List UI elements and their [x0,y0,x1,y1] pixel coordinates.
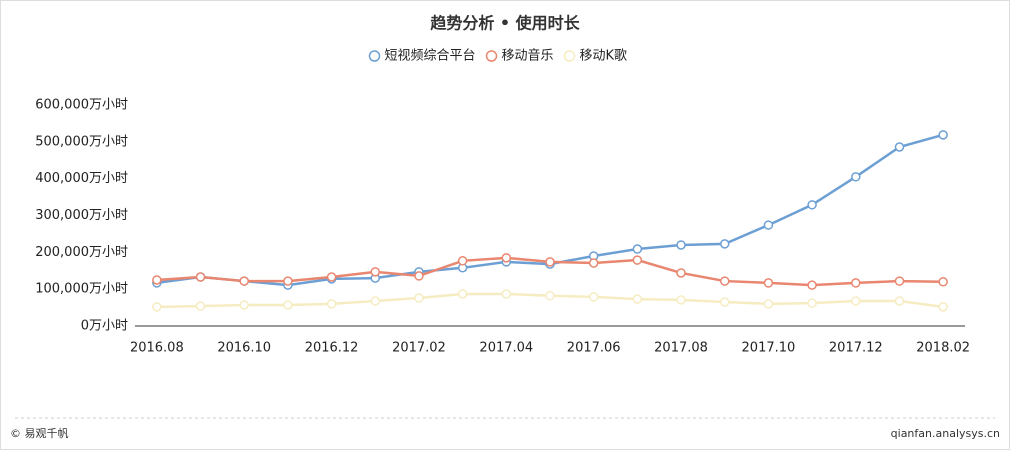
x-tick-label: 2017.02 [392,341,446,356]
data-point [894,296,905,306]
data-point [807,280,817,290]
legend-marker[interactable] [368,50,381,62]
data-point [588,258,599,268]
data-point [851,172,861,182]
data-point [851,296,861,306]
x-tick-label: 2016.12 [305,341,359,356]
data-point [370,296,381,306]
data-point [894,142,905,152]
data-point [283,300,293,310]
x-tick-label: 2017.04 [479,341,533,356]
x-tick-label: 2018.02 [916,341,970,356]
legend-label[interactable]: 移动K歌 [580,49,628,64]
data-point [545,257,555,267]
y-tick-label: 100,000万小时 [35,282,128,297]
footer-right: qianfan.analysys.cn [891,427,1000,440]
x-tick-label: 2016.08 [130,341,184,356]
y-tick-label: 500,000万小时 [35,134,128,149]
x-tick-label: 2017.06 [567,341,621,356]
y-tick-label: 300,000万小时 [35,208,128,223]
data-point [676,240,686,250]
y-tick-label: 0万小时 [81,319,128,334]
data-point [370,267,381,277]
data-point [632,255,643,265]
data-point [152,275,162,285]
data-point [414,293,424,303]
data-point [938,130,948,140]
data-point [719,297,730,307]
legend-marker[interactable] [563,50,576,62]
x-tick-label: 2016.10 [217,341,271,356]
y-tick-label: 600,000万小时 [35,98,128,113]
x-tick-label: 2017.10 [742,341,796,356]
data-point [632,244,643,254]
y-tick-label: 200,000万小时 [35,245,128,260]
data-point [807,200,817,210]
data-point [501,289,512,299]
data-point [457,256,468,266]
legend-marker[interactable] [485,50,498,62]
data-point [676,295,686,305]
data-point [195,272,206,282]
legend-label[interactable]: 移动音乐 [502,48,554,64]
data-point [239,300,249,310]
data-point [501,253,512,263]
data-point [326,299,337,309]
data-point [763,278,774,288]
data-point [851,278,861,288]
data-point [763,220,774,230]
data-point [152,302,162,312]
data-point [195,301,206,311]
data-point [763,299,774,309]
data-point [588,292,599,302]
x-tick-label: 2017.12 [829,341,883,356]
data-point [326,272,337,282]
data-point [938,302,948,312]
data-point [676,268,686,278]
data-point [283,276,293,286]
data-point [414,271,424,281]
data-point [632,294,643,304]
chart-title: 趋势分析 • 使用时长 [430,14,580,33]
footer-left: © 易观千帆 [10,426,69,440]
data-point [938,277,948,287]
data-point [894,276,905,286]
data-point [719,239,730,249]
x-tick-label: 2017.08 [654,341,708,356]
legend-label[interactable]: 短视频综合平台 [385,49,476,64]
data-point [239,276,249,286]
y-tick-label: 400,000万小时 [35,171,128,186]
data-point [545,291,555,301]
data-point [807,298,817,308]
data-point [457,289,468,299]
data-point [719,276,730,286]
